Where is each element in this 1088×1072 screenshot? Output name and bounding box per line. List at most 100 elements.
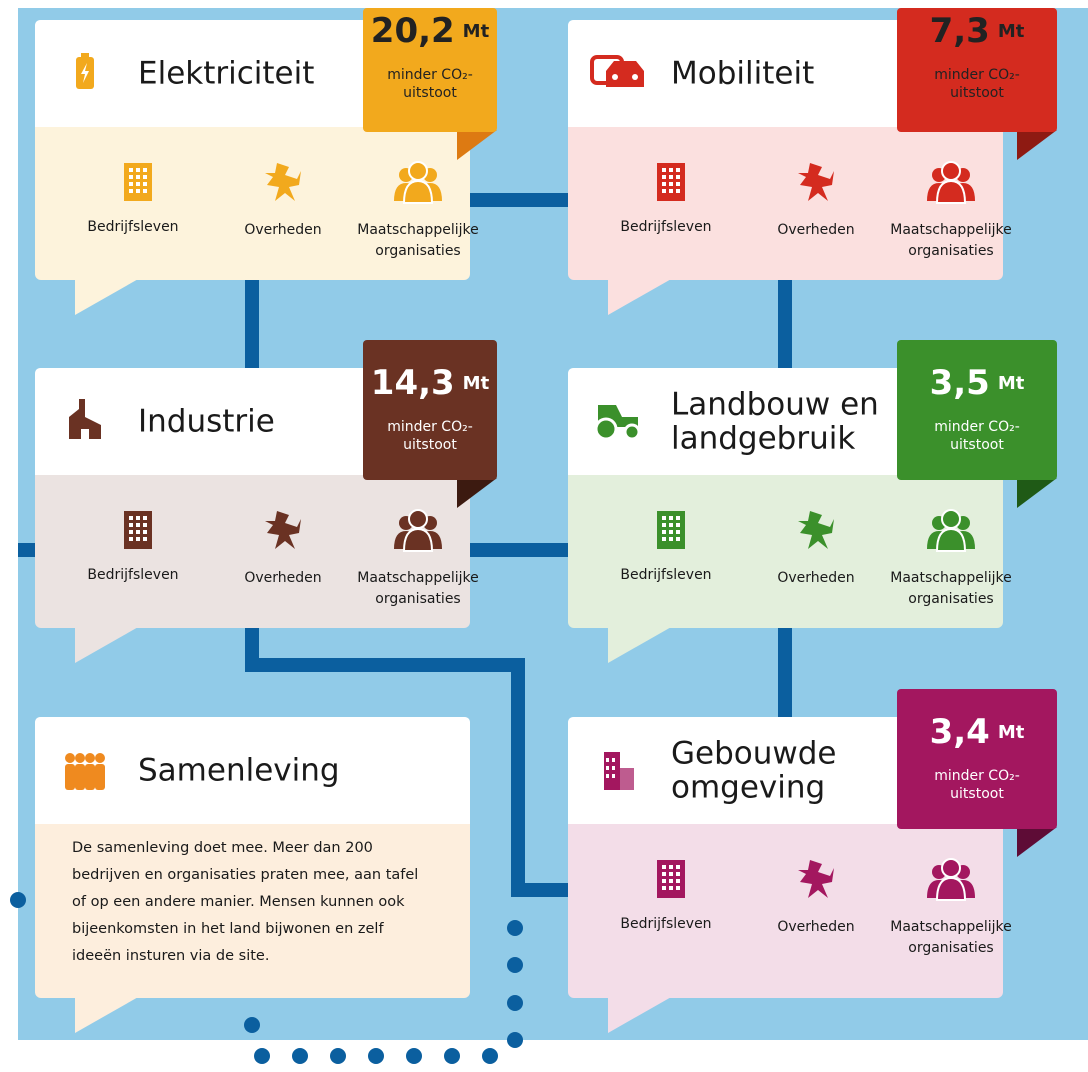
people-icon bbox=[402, 179, 434, 204]
icon bbox=[662, 537, 666, 541]
icon bbox=[662, 879, 666, 883]
unit: Mt bbox=[998, 373, 1025, 394]
icon bbox=[612, 766, 615, 770]
connectors bbox=[10, 193, 792, 1064]
card: Industrie 14,3 Mt minder CO₂- uitstoot Bedrij… bbox=[35, 340, 497, 663]
lion-icon bbox=[265, 511, 301, 549]
description: ideeën insturen via de site. bbox=[72, 948, 269, 964]
actor-label: Bedrijfsleven bbox=[620, 567, 711, 583]
badge-text: minder CO₂- bbox=[934, 419, 1020, 435]
badge bbox=[897, 340, 1057, 480]
actor-label: Bedrijfsleven bbox=[87, 567, 178, 583]
icon bbox=[676, 168, 680, 172]
badge-text: uitstoot bbox=[950, 786, 1004, 802]
icon bbox=[612, 758, 615, 762]
icon bbox=[136, 523, 140, 527]
icon bbox=[662, 516, 666, 520]
badge-text: uitstoot bbox=[403, 85, 457, 101]
icon bbox=[662, 168, 666, 172]
icon bbox=[136, 516, 140, 520]
card-header bbox=[35, 368, 470, 475]
icon bbox=[662, 872, 666, 876]
actor-label: Maatschappelijke bbox=[357, 222, 478, 238]
icon bbox=[143, 168, 147, 172]
badge-amount: 20,2 Mt bbox=[371, 11, 490, 51]
icon bbox=[129, 523, 133, 527]
speech-tail bbox=[75, 996, 140, 1033]
lion-icon bbox=[798, 511, 834, 549]
badge-fold bbox=[457, 478, 497, 508]
icon bbox=[143, 530, 147, 534]
icon bbox=[143, 516, 147, 520]
badge-amount: 7,3 Mt bbox=[930, 11, 1025, 51]
actor-label: organisaties bbox=[375, 591, 460, 607]
amount: 3,5 bbox=[930, 363, 990, 403]
badge-amount: 3,5 Mt bbox=[930, 363, 1025, 403]
lion-icon bbox=[798, 860, 834, 898]
icon bbox=[669, 182, 673, 186]
people-icon bbox=[935, 527, 967, 552]
icon bbox=[669, 523, 673, 527]
card-header bbox=[568, 717, 1003, 824]
badge-fold bbox=[1017, 130, 1057, 160]
icon bbox=[129, 168, 133, 172]
icon bbox=[81, 53, 89, 58]
icon bbox=[676, 175, 680, 179]
icon bbox=[669, 879, 673, 883]
icon bbox=[81, 429, 89, 439]
people-icon bbox=[402, 527, 434, 552]
icon bbox=[669, 175, 673, 179]
icon bbox=[632, 74, 638, 80]
actor-label: Overheden bbox=[777, 222, 854, 238]
icon bbox=[676, 189, 680, 193]
amount: 14,3 bbox=[371, 363, 455, 403]
badge-fold bbox=[1017, 478, 1057, 508]
actor-label: organisaties bbox=[908, 243, 993, 259]
speech-tail bbox=[608, 278, 673, 315]
speech-tail bbox=[75, 626, 140, 663]
amount: 3,4 bbox=[930, 712, 990, 752]
icon bbox=[606, 61, 644, 87]
icon bbox=[676, 516, 680, 520]
actor-label: Overheden bbox=[244, 570, 321, 586]
people-icon bbox=[941, 858, 961, 878]
badge-amount: 3,4 Mt bbox=[930, 712, 1025, 752]
card-header bbox=[568, 368, 1003, 475]
icon bbox=[136, 530, 140, 534]
icon bbox=[129, 537, 133, 541]
card-title: Gebouwde bbox=[671, 736, 837, 772]
people-icon bbox=[408, 161, 428, 181]
icon bbox=[81, 63, 89, 83]
icon bbox=[604, 752, 620, 790]
icon bbox=[662, 189, 666, 193]
icon bbox=[662, 523, 666, 527]
icon bbox=[662, 886, 666, 890]
icon bbox=[136, 189, 140, 193]
icon bbox=[129, 516, 133, 520]
icon bbox=[594, 417, 618, 441]
icon bbox=[136, 175, 140, 179]
badge bbox=[897, 689, 1057, 829]
icon bbox=[143, 523, 147, 527]
icon bbox=[676, 182, 680, 186]
icon bbox=[662, 530, 666, 534]
icon bbox=[129, 530, 133, 534]
speech-tail bbox=[75, 278, 140, 315]
actor-label: Maatschappelijke bbox=[890, 222, 1011, 238]
badge-text: uitstoot bbox=[950, 85, 1004, 101]
icon bbox=[143, 182, 147, 186]
icon bbox=[129, 189, 133, 193]
card-header bbox=[35, 717, 470, 824]
description: De samenleving doet mee. Meer dan 200 bbox=[72, 840, 373, 856]
icon bbox=[662, 175, 666, 179]
icon bbox=[669, 189, 673, 193]
description: bijeenkomsten in het land bijwonen en ze… bbox=[72, 921, 384, 937]
card: Samenleving De samenleving doet mee. Meer… bbox=[35, 717, 470, 1033]
actor-label: Bedrijfsleven bbox=[620, 916, 711, 932]
actor-label: Overheden bbox=[244, 222, 321, 238]
icon bbox=[136, 537, 140, 541]
icon bbox=[676, 523, 680, 527]
icon bbox=[143, 175, 147, 179]
badge-fold bbox=[457, 130, 497, 160]
